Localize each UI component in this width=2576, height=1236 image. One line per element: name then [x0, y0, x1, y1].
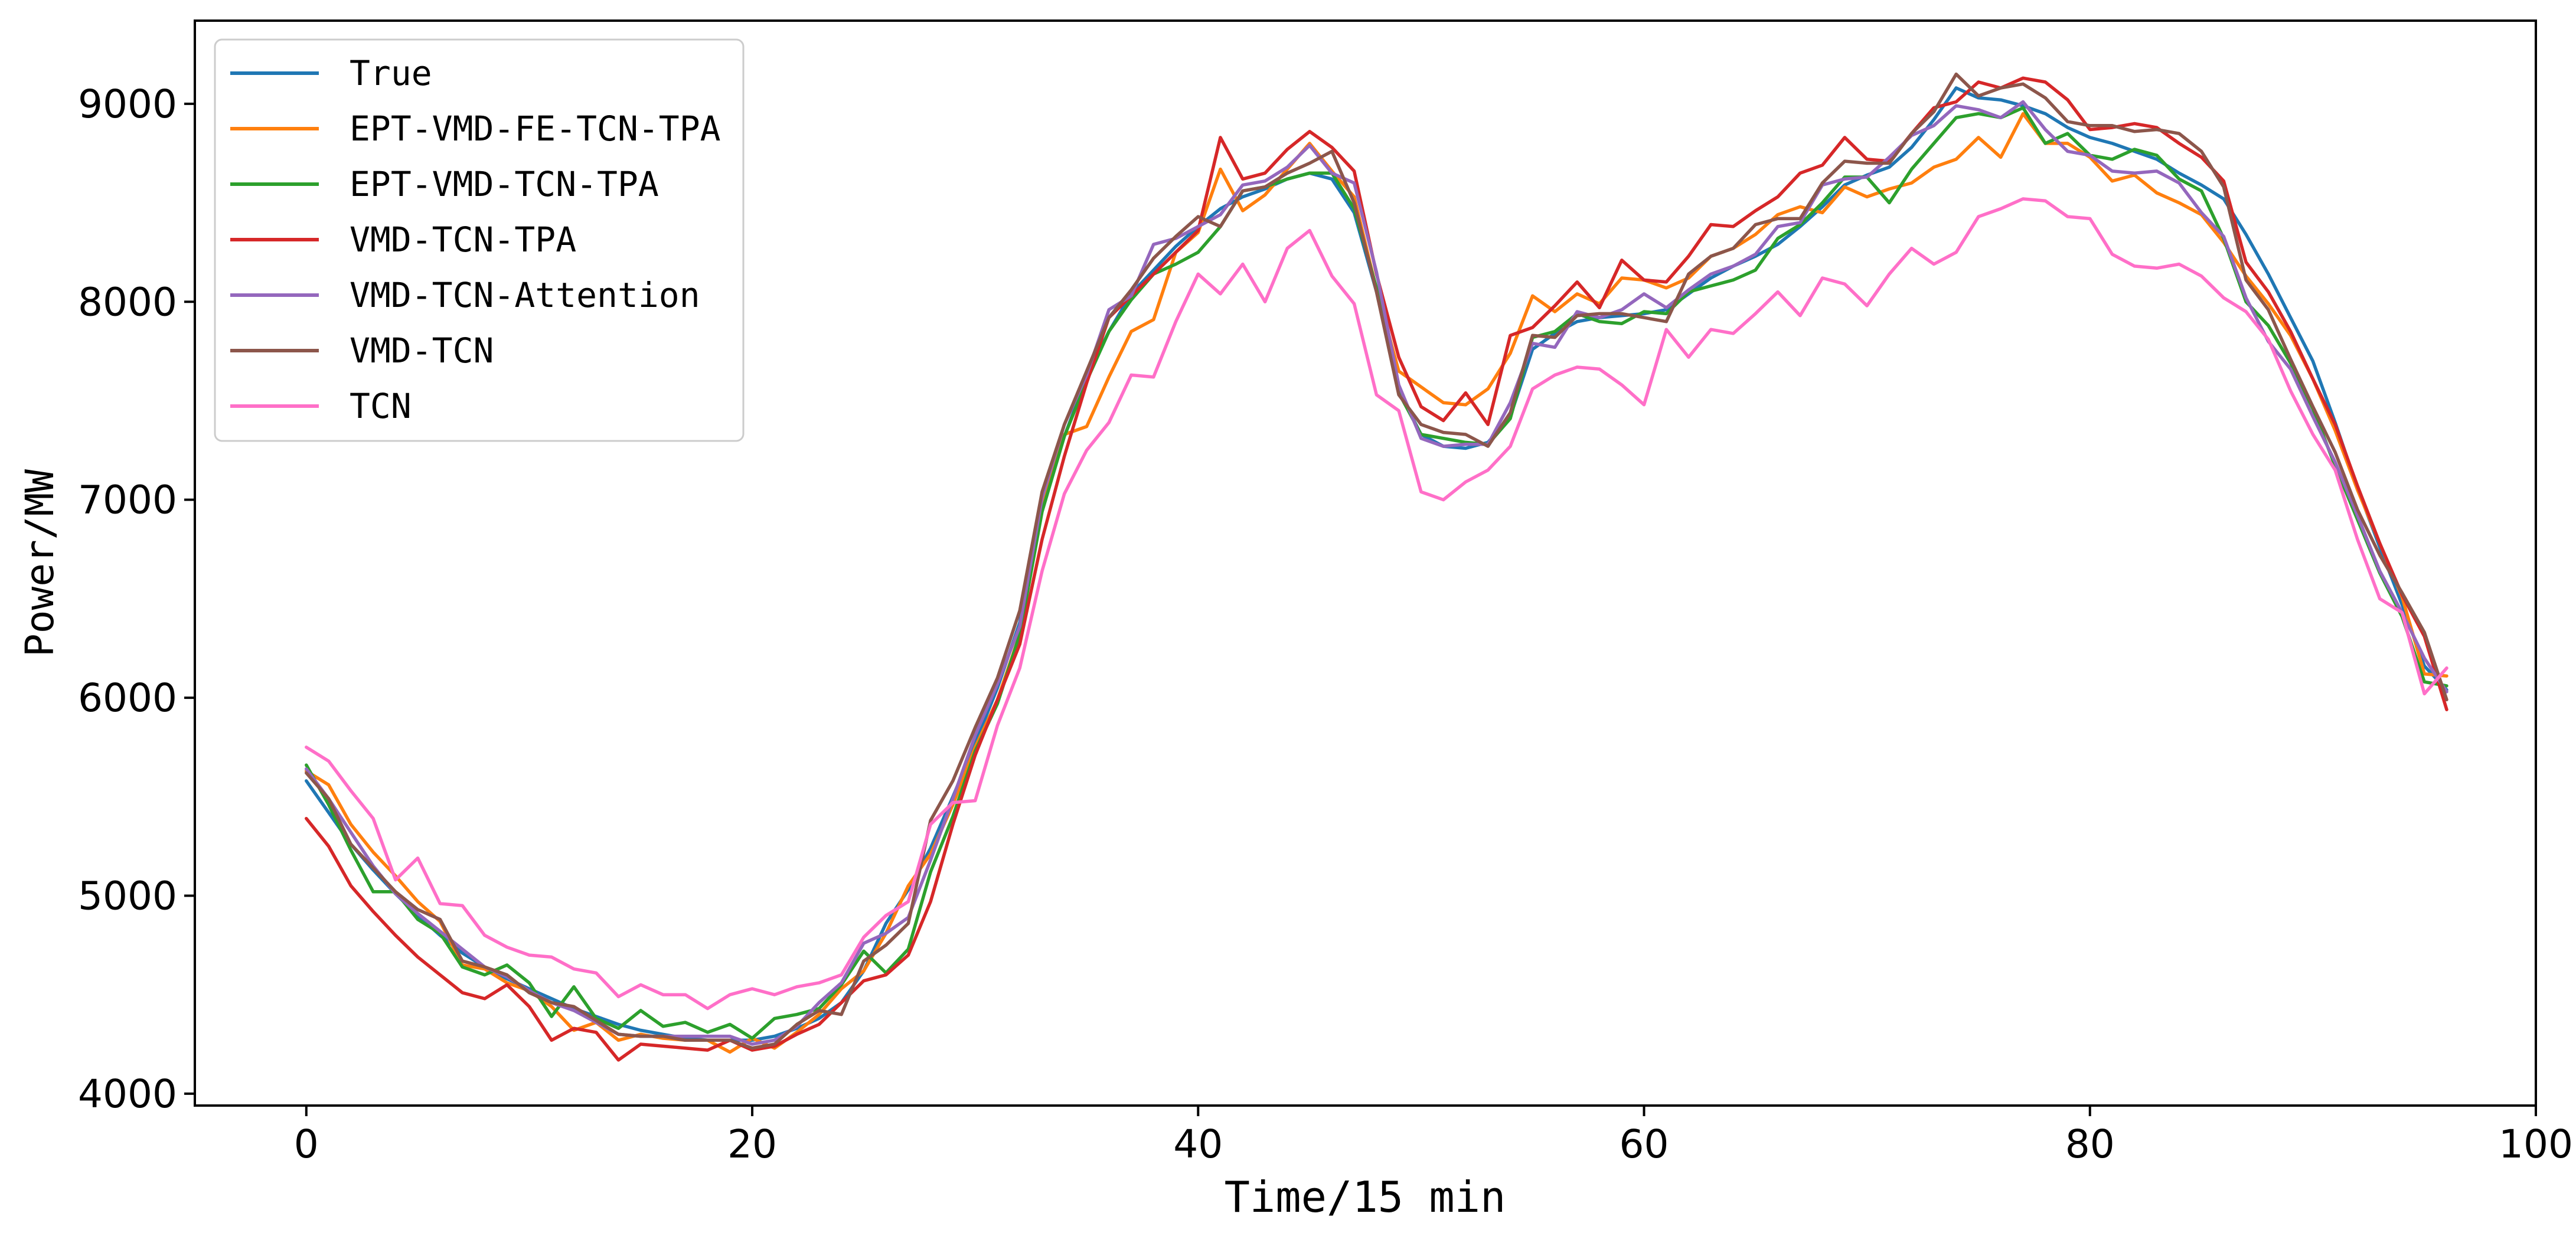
- x-tick-label: 0: [294, 1121, 319, 1167]
- legend-label: VMD-TCN: [350, 331, 494, 371]
- y-tick-label: 4000: [78, 1071, 177, 1117]
- series-line-tcn: [305, 197, 2448, 1011]
- y-tick-label: 7000: [78, 478, 177, 523]
- x-tick-label: 100: [2499, 1121, 2573, 1167]
- y-tick-label: 8000: [78, 279, 177, 325]
- legend-label: True: [350, 53, 432, 93]
- y-tick-label: 6000: [78, 675, 177, 721]
- plot-frame: [194, 19, 2537, 1107]
- legend-label: VMD-TCN-TPA: [350, 220, 576, 260]
- y-tick-label: 9000: [78, 81, 177, 127]
- legend: True EPT-VMD-FE-TCN-TPA EPT-VMD-TCN-TPA VMD…: [214, 38, 745, 442]
- x-axis-label: Time/15 min: [1225, 1172, 1506, 1222]
- series-line-vmd-tcn: [305, 72, 2448, 1050]
- y-tick-label: 5000: [78, 873, 177, 918]
- legend-box: [214, 38, 745, 442]
- series-layer: [305, 72, 2448, 1062]
- legend-label: VMD-TCN-Attention: [350, 275, 700, 315]
- legend-label: TCN: [350, 386, 412, 426]
- x-tick-label: 60: [1620, 1121, 1669, 1167]
- x-tick-label: 80: [2065, 1121, 2115, 1167]
- x-tick-label: 20: [727, 1121, 777, 1167]
- x-tick-label: 40: [1173, 1121, 1223, 1167]
- x-axis-ticks: 0 20 40 60 80 100: [294, 1106, 2573, 1167]
- legend-label: EPT-VMD-FE-TCN-TPA: [350, 109, 721, 149]
- y-axis-ticks: 4000 5000 6000 7000 8000 9000: [78, 81, 195, 1117]
- legend-label: EPT-VMD-TCN-TPA: [350, 164, 659, 204]
- y-axis-label: Power/MW: [17, 469, 63, 657]
